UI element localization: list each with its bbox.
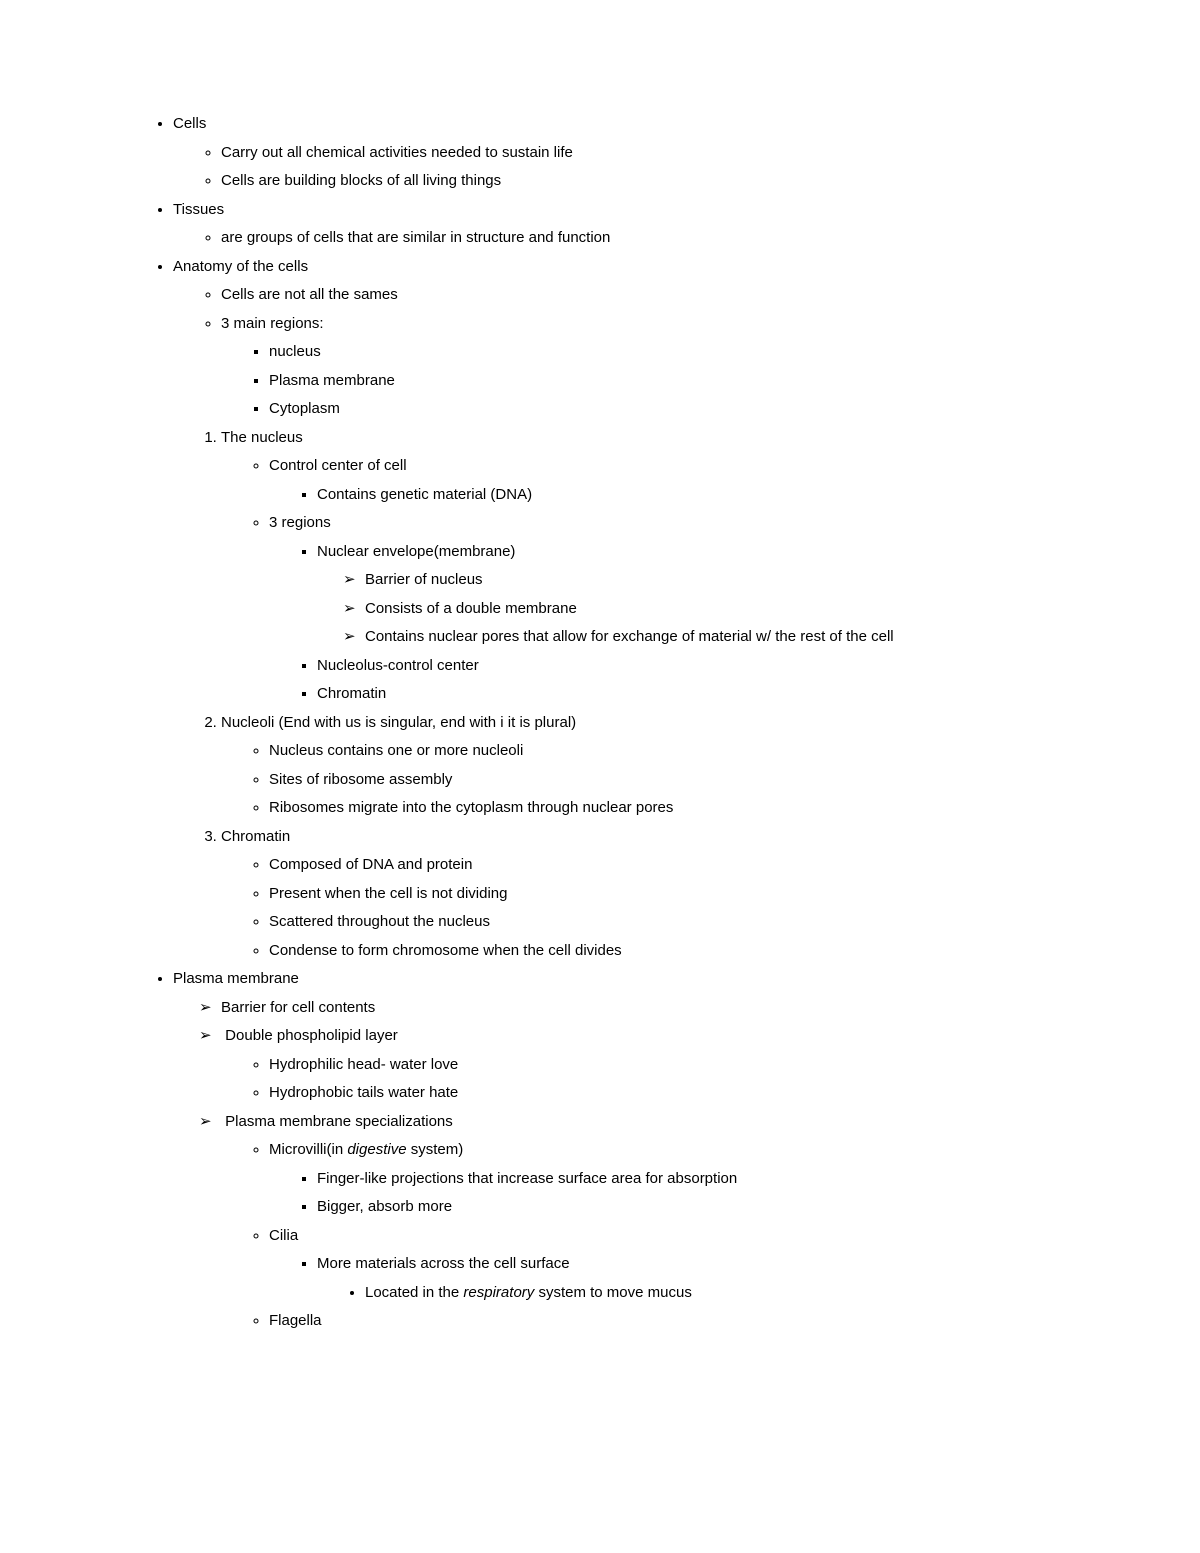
- cilia-label: Cilia: [269, 1227, 298, 1244]
- nucleus-control-center: Control center of cell Contains genetic …: [269, 452, 1055, 509]
- nucleoli-label: Nucleoli (End with us is singular, end w…: [221, 714, 576, 731]
- nucleoli-migrate: Ribosomes migrate into the cytoplasm thr…: [269, 794, 1055, 823]
- regions-list: nucleus Plasma membrane Cytoplasm: [221, 338, 1055, 424]
- cells-child-0: Carry out all chemical activities needed…: [221, 139, 1055, 168]
- plasma-specializations: Plasma membrane specializations Microvil…: [221, 1108, 1055, 1336]
- envelope-pores: Contains nuclear pores that allow for ex…: [365, 623, 1055, 652]
- cilia-item: Cilia More materials across the cell sur…: [269, 1222, 1055, 1308]
- chromatin-item: Chromatin: [317, 680, 1055, 709]
- document-page: Cells Carry out all chemical activities …: [0, 0, 1200, 1396]
- anatomy-numbered: The nucleus Control center of cell Conta…: [173, 424, 1055, 966]
- microvilli-prefix: Microvilli(in: [269, 1141, 347, 1158]
- microvilli-italic: digestive: [347, 1141, 406, 1158]
- cilia-located-suffix: system to move mucus: [534, 1284, 692, 1301]
- envelope-sub: Barrier of nucleus Consists of a double …: [317, 566, 1055, 652]
- outline-root: Cells Carry out all chemical activities …: [145, 110, 1055, 1336]
- plasma-barrier: Barrier for cell contents: [221, 994, 1055, 1023]
- nucleus-3regions: 3 regions Nuclear envelope(membrane) Bar…: [269, 509, 1055, 709]
- hydrophilic: Hydrophilic head- water love: [269, 1051, 1055, 1080]
- envelope-label: Nuclear envelope(membrane): [317, 543, 515, 560]
- cilia-more-text: More materials across the cell surface: [317, 1255, 570, 1272]
- chromatin-composed: Composed of DNA and protein: [269, 851, 1055, 880]
- microvilli-finger: Finger-like projections that increase su…: [317, 1165, 1055, 1194]
- specializations-label: Plasma membrane specializations: [225, 1113, 453, 1130]
- envelope-double: Consists of a double membrane: [365, 595, 1055, 624]
- microvilli-suffix: system): [407, 1141, 464, 1158]
- cilia-more-materials: More materials across the cell surface L…: [317, 1250, 1055, 1307]
- nucleolus-item: Nucleolus-control center: [317, 652, 1055, 681]
- nucleus-3regions-list: Nuclear envelope(membrane) Barrier of nu…: [269, 538, 1055, 709]
- nucleus-dna-list: Contains genetic material (DNA): [269, 481, 1055, 510]
- chromatin-label: Chromatin: [221, 828, 290, 845]
- plasma-layer-label: Double phospholipid layer: [225, 1027, 398, 1044]
- microvilli-item: Microvilli(in digestive system) Finger-l…: [269, 1136, 1055, 1222]
- region-2: Cytoplasm: [269, 395, 1055, 424]
- tissues-label: Tissues: [173, 201, 224, 218]
- item-plasma-membrane: Plasma membrane Barrier for cell content…: [173, 965, 1055, 1336]
- nucleus-label: The nucleus: [221, 429, 303, 446]
- chromatin-not-dividing: Present when the cell is not dividing: [269, 880, 1055, 909]
- nucleoli-assembly: Sites of ribosome assembly: [269, 766, 1055, 795]
- control-center-text: Control center of cell: [269, 457, 407, 474]
- cells-children: Carry out all chemical activities needed…: [173, 139, 1055, 196]
- nucleoli-item: Nucleoli (End with us is singular, end w…: [221, 709, 1055, 823]
- cilia-located-italic: respiratory: [463, 1284, 534, 1301]
- three-regions-label: 3 regions: [269, 514, 331, 531]
- nucleus-sub: Control center of cell Contains genetic …: [221, 452, 1055, 709]
- region-0: nucleus: [269, 338, 1055, 367]
- nucleus-dna: Contains genetic material (DNA): [317, 481, 1055, 510]
- cilia-located: Located in the respiratory system to mov…: [365, 1279, 1055, 1308]
- cilia-located-list: Located in the respiratory system to mov…: [317, 1279, 1055, 1308]
- tissues-children: are groups of cells that are similar in …: [173, 224, 1055, 253]
- microvilli-sub: Finger-like projections that increase su…: [269, 1165, 1055, 1222]
- item-anatomy: Anatomy of the cells Cells are not all t…: [173, 253, 1055, 966]
- regions-label: 3 main regions:: [221, 315, 324, 332]
- nucleoli-sub: Nucleus contains one or more nucleoli Si…: [221, 737, 1055, 823]
- tissues-child-0: are groups of cells that are similar in …: [221, 224, 1055, 253]
- chromatin-section: Chromatin Composed of DNA and protein Pr…: [221, 823, 1055, 966]
- nucleoli-one-or-more: Nucleus contains one or more nucleoli: [269, 737, 1055, 766]
- item-cells: Cells Carry out all chemical activities …: [173, 110, 1055, 196]
- cells-child-1: Cells are building blocks of all living …: [221, 167, 1055, 196]
- flagella-item: Flagella: [269, 1307, 1055, 1336]
- anatomy-not-same: Cells are not all the sames: [221, 281, 1055, 310]
- region-1: Plasma membrane: [269, 367, 1055, 396]
- plasma-layer-sub: Hydrophilic head- water love Hydrophobic…: [221, 1051, 1055, 1108]
- item-tissues: Tissues are groups of cells that are sim…: [173, 196, 1055, 253]
- nucleus-item: The nucleus Control center of cell Conta…: [221, 424, 1055, 709]
- anatomy-label: Anatomy of the cells: [173, 258, 308, 275]
- chromatin-condense: Condense to form chromosome when the cel…: [269, 937, 1055, 966]
- microvilli-bigger: Bigger, absorb more: [317, 1193, 1055, 1222]
- cells-label: Cells: [173, 115, 206, 132]
- envelope-item: Nuclear envelope(membrane) Barrier of nu…: [317, 538, 1055, 652]
- envelope-barrier: Barrier of nucleus: [365, 566, 1055, 595]
- anatomy-children: Cells are not all the sames 3 main regio…: [173, 281, 1055, 424]
- hydrophobic: Hydrophobic tails water hate: [269, 1079, 1055, 1108]
- plasma-sub: Barrier for cell contents Double phospho…: [173, 994, 1055, 1336]
- plasma-layer: Double phospholipid layer Hydrophilic he…: [221, 1022, 1055, 1108]
- anatomy-regions: 3 main regions: nucleus Plasma membrane …: [221, 310, 1055, 424]
- chromatin-sub: Composed of DNA and protein Present when…: [221, 851, 1055, 965]
- plasma-label: Plasma membrane: [173, 970, 299, 987]
- cilia-sub: More materials across the cell surface L…: [269, 1250, 1055, 1307]
- chromatin-scattered: Scattered throughout the nucleus: [269, 908, 1055, 937]
- cilia-located-prefix: Located in the: [365, 1284, 463, 1301]
- specializations-sub: Microvilli(in digestive system) Finger-l…: [221, 1136, 1055, 1336]
